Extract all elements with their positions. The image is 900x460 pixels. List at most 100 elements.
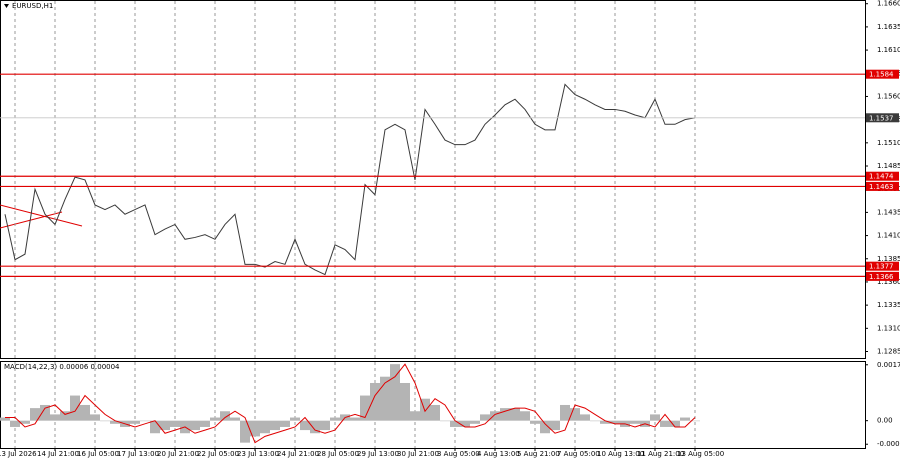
histogram-bar <box>690 420 700 422</box>
histogram-bar <box>290 417 300 421</box>
histogram-bar <box>480 414 490 421</box>
histogram-bar <box>320 420 330 431</box>
histogram-bar <box>350 417 360 421</box>
y-tick-label: 1.1410 <box>877 232 900 240</box>
histogram-bar <box>190 420 200 431</box>
level-label-box <box>866 271 899 281</box>
x-tick-label: 22 Jul 05:00 <box>197 450 239 458</box>
level-label: 1.1377 <box>866 261 899 271</box>
histogram-bar <box>530 420 540 424</box>
current-price-box <box>866 113 899 123</box>
histogram-bar <box>20 420 30 424</box>
histogram-bar <box>230 417 240 421</box>
y-tick-label: -0.00075 <box>877 440 900 448</box>
histogram-bar <box>40 404 50 421</box>
histogram-bar <box>630 420 640 424</box>
histogram-bar <box>560 404 570 421</box>
x-tick-label: 28 Jul 05:00 <box>317 450 359 458</box>
histogram-bar <box>280 420 290 427</box>
x-tick-label: 13 Aug 05:00 <box>677 450 724 458</box>
y-tick-label: 1.1285 <box>877 348 900 356</box>
level-label: 1.1366 <box>866 271 899 281</box>
y-tick-label: 0.00178 <box>877 361 900 369</box>
histogram-bar <box>610 420 620 424</box>
current-price-label: 1.1537 <box>866 113 899 123</box>
current-price-text: 1.1537 <box>869 114 894 122</box>
x-tick-label: 24 Jul 21:00 <box>277 450 319 458</box>
histogram-bar <box>570 408 580 421</box>
level-label-box <box>866 69 899 79</box>
histogram-bar <box>660 420 670 427</box>
x-tick-label: 30 Jul 21:00 <box>397 450 439 458</box>
y-tick-label: 1.1335 <box>877 301 900 309</box>
histogram-bar <box>650 414 660 421</box>
symbol-menu-arrow[interactable] <box>4 4 9 8</box>
histogram-bar <box>540 420 550 434</box>
histogram-bar <box>100 420 110 422</box>
x-tick-label: 17 Jul 13:00 <box>117 450 159 458</box>
histogram-bar <box>80 404 90 421</box>
trend-line <box>0 204 83 227</box>
histogram-bar <box>360 395 370 421</box>
histogram-bar <box>310 420 320 434</box>
x-tick-label: 7 Aug 05:00 <box>557 450 600 458</box>
price-line <box>4 83 696 276</box>
y-tick-label: 1.1635 <box>877 23 900 31</box>
x-tick-label: 11 Aug 21:00 <box>637 450 684 458</box>
histogram-bar <box>450 420 460 427</box>
y-tick-label: 0.00 <box>877 417 893 425</box>
histogram-bar <box>520 411 530 421</box>
histogram-bar <box>600 420 610 424</box>
y-tick-label: 1.1435 <box>877 208 900 216</box>
x-tick-label: 4 Aug 13:00 <box>477 450 520 458</box>
histogram-bar <box>300 420 310 431</box>
y-tick-label: 1.1660 <box>877 0 900 8</box>
level-label-text: 1.1474 <box>869 173 894 181</box>
x-tick-label: 3 Aug 05:00 <box>437 450 480 458</box>
level-label-box <box>866 261 899 271</box>
histogram-bar <box>140 420 150 422</box>
y-tick-label: 1.1385 <box>877 255 900 263</box>
histogram-bar <box>160 420 170 431</box>
macd-title: MACD(14,22,3) 0.00006 0.00004 <box>4 363 120 371</box>
histogram-bar <box>260 420 270 434</box>
level-label-text: 1.1366 <box>869 273 894 281</box>
histogram-bar <box>670 420 680 427</box>
histogram-bar <box>30 408 40 421</box>
histogram-bar <box>130 420 140 424</box>
level-label-text: 1.1584 <box>869 71 894 79</box>
level-label: 1.1463 <box>866 181 899 191</box>
histogram-bar <box>500 408 510 421</box>
y-tick-label: 1.1485 <box>877 162 900 170</box>
histogram-bar <box>60 411 70 421</box>
price-panel-frame <box>0 0 866 359</box>
trend-line <box>0 211 63 229</box>
histogram-bar <box>440 420 450 422</box>
histogram-bar <box>170 420 180 427</box>
histogram-bar <box>400 382 410 421</box>
histogram-bar <box>330 417 340 421</box>
histogram-bar <box>680 417 690 421</box>
level-label-box <box>866 181 899 191</box>
level-label-box <box>866 171 899 181</box>
histogram-bar <box>510 408 520 421</box>
y-tick-label: 1.1310 <box>877 324 900 332</box>
histogram-bar <box>0 417 10 421</box>
level-label: 1.1474 <box>866 171 899 181</box>
signal-line <box>5 363 696 444</box>
histogram-bar <box>200 420 210 427</box>
macd-panel-frame <box>0 361 866 449</box>
histogram-bar <box>270 420 280 431</box>
histogram-bar <box>590 420 600 422</box>
histogram-bar <box>550 420 560 431</box>
histogram-bar <box>150 420 160 434</box>
histogram-bar <box>220 411 230 421</box>
y-tick-label: 1.1560 <box>877 92 900 100</box>
x-tick-label: 13 Jul 2026 <box>0 450 37 458</box>
x-tick-label: 5 Aug 21:00 <box>517 450 560 458</box>
histogram-bar <box>240 420 250 443</box>
histogram-bar <box>110 420 120 424</box>
y-tick-label: 1.1610 <box>877 46 900 54</box>
x-tick-label: 23 Jul 13:00 <box>237 450 279 458</box>
